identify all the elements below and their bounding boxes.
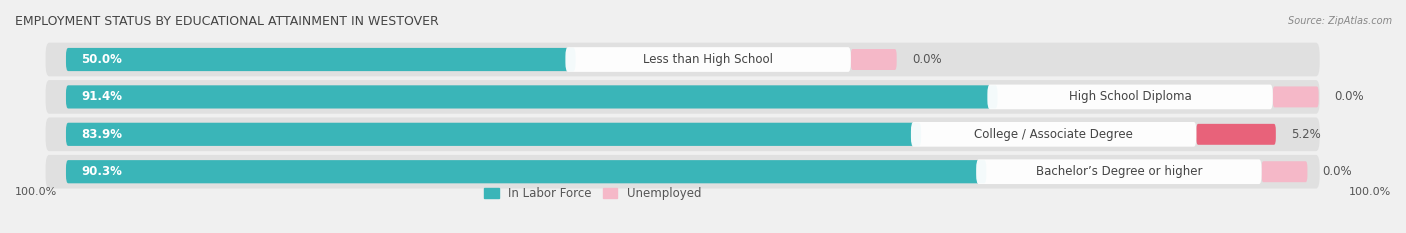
Text: 50.0%: 50.0% [82, 53, 122, 66]
Text: Bachelor’s Degree or higher: Bachelor’s Degree or higher [1036, 165, 1202, 178]
Text: Source: ZipAtlas.com: Source: ZipAtlas.com [1288, 16, 1392, 26]
Text: High School Diploma: High School Diploma [1069, 90, 1191, 103]
Text: 100.0%: 100.0% [1348, 187, 1391, 197]
FancyBboxPatch shape [911, 122, 1197, 147]
Text: College / Associate Degree: College / Associate Degree [974, 128, 1133, 141]
FancyBboxPatch shape [66, 160, 987, 183]
Text: 83.9%: 83.9% [82, 128, 122, 141]
FancyBboxPatch shape [1261, 161, 1308, 182]
FancyBboxPatch shape [976, 159, 1261, 184]
FancyBboxPatch shape [851, 49, 897, 70]
FancyBboxPatch shape [1272, 86, 1319, 107]
Text: 100.0%: 100.0% [15, 187, 58, 197]
FancyBboxPatch shape [1197, 124, 1275, 145]
FancyBboxPatch shape [45, 80, 1320, 114]
FancyBboxPatch shape [45, 117, 1320, 151]
Text: 0.0%: 0.0% [912, 53, 942, 66]
Text: 91.4%: 91.4% [82, 90, 122, 103]
FancyBboxPatch shape [66, 85, 998, 109]
Text: EMPLOYMENT STATUS BY EDUCATIONAL ATTAINMENT IN WESTOVER: EMPLOYMENT STATUS BY EDUCATIONAL ATTAINM… [15, 15, 439, 28]
FancyBboxPatch shape [987, 85, 1272, 109]
Text: 90.3%: 90.3% [82, 165, 122, 178]
FancyBboxPatch shape [66, 48, 575, 71]
FancyBboxPatch shape [45, 155, 1320, 188]
Text: 5.2%: 5.2% [1291, 128, 1320, 141]
Text: 0.0%: 0.0% [1334, 90, 1364, 103]
FancyBboxPatch shape [66, 123, 921, 146]
FancyBboxPatch shape [45, 43, 1320, 76]
FancyBboxPatch shape [565, 47, 851, 72]
Text: Less than High School: Less than High School [643, 53, 773, 66]
Legend: In Labor Force, Unemployed: In Labor Force, Unemployed [479, 183, 706, 205]
Text: 0.0%: 0.0% [1323, 165, 1353, 178]
